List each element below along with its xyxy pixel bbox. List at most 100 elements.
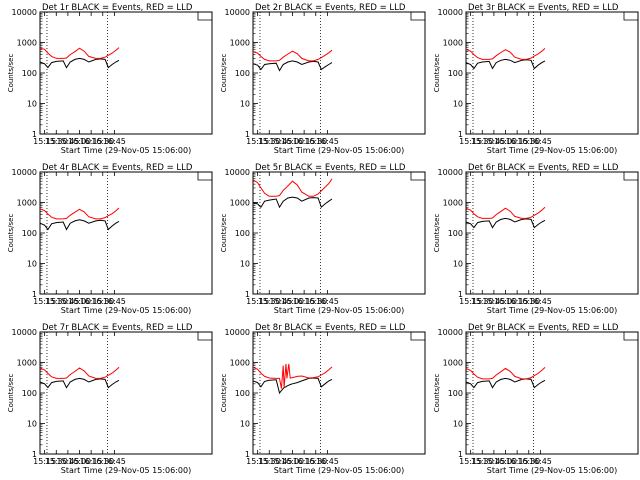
legend-box: [197, 172, 212, 181]
y-tick-label: 10: [240, 260, 250, 269]
y-axis-label: Counts/sec: [220, 374, 228, 413]
y-tick-label: 10: [27, 420, 37, 429]
y-tick-label: 100: [22, 229, 37, 238]
x-tick-label: 15:30: [258, 137, 281, 146]
x-tick-label: 15:15: [246, 297, 269, 306]
x-tick-label: 16:45: [103, 457, 126, 466]
x-axis-label: Start Time (29-Nov-05 15:06:00): [274, 466, 404, 475]
x-tick-label: 16:45: [103, 137, 126, 146]
legend-box: [410, 332, 425, 341]
x-tick-label: 16:30: [517, 297, 540, 306]
plot-frame: [39, 11, 213, 135]
plot-frame: [252, 171, 426, 295]
legend-box: [410, 12, 425, 21]
events-series-line: [252, 377, 333, 395]
legend-box: [197, 12, 212, 21]
events-series-line: [465, 58, 546, 70]
lld-series-line: [39, 207, 120, 220]
y-tick-label: 100: [448, 229, 463, 238]
panel-6: Det 6r BLACK = Events, RED = LLD 1 10 100 10…: [433, 163, 639, 315]
y-axis-label: Counts/sec: [433, 374, 441, 413]
y-axis-label: Counts/sec: [7, 374, 15, 413]
x-tick-label: 16:15: [80, 137, 103, 146]
y-tick-label: 100: [448, 389, 463, 398]
panel-2: Det 2r BLACK = Events, RED = LLD 1 10 100 10…: [220, 3, 426, 155]
panel-1: Det 1r BLACK = Events, RED = LLD 1 10 100 10…: [7, 3, 213, 155]
lld-series-line: [465, 48, 546, 60]
x-tick-label: 15:45: [56, 297, 79, 306]
lld-series-line: [39, 47, 120, 59]
panel-title: Det 5r BLACK = Events, RED = LLD: [255, 163, 406, 173]
x-tick-label: 16:30: [304, 137, 327, 146]
x-axis-label: Start Time (29-Nov-05 15:06:00): [274, 146, 404, 155]
y-tick-label: 10: [27, 100, 37, 109]
x-tick-label: 16:15: [293, 457, 316, 466]
x-axis-label: Start Time (29-Nov-05 15:06:00): [61, 306, 191, 315]
x-tick-label: 16:30: [517, 137, 540, 146]
legend-box: [410, 172, 425, 181]
plot-frame: [39, 171, 213, 295]
y-tick-label: 10: [453, 100, 463, 109]
x-tick-label: 16:30: [91, 457, 114, 466]
y-tick-label: 1: [458, 450, 463, 459]
x-axis-label: Start Time (29-Nov-05 15:06:00): [487, 306, 617, 315]
lld-series-line: [252, 363, 333, 389]
x-tick-label: 15:30: [258, 457, 281, 466]
x-tick-label: 16:30: [517, 457, 540, 466]
x-tick-label: 15:30: [471, 457, 494, 466]
legend-box: [623, 332, 638, 341]
lld-series-line: [252, 49, 333, 62]
events-series-line: [465, 377, 546, 389]
y-tick-label: 1000: [17, 359, 37, 368]
x-tick-label: 15:45: [269, 297, 292, 306]
x-tick-label: 16:45: [529, 137, 552, 146]
y-tick-label: 10000: [225, 328, 250, 337]
y-axis-label: Counts/sec: [7, 54, 15, 93]
events-series-line: [252, 196, 333, 209]
y-tick-label: 10000: [12, 8, 37, 17]
x-tick-label: 16:45: [316, 137, 339, 146]
x-tick-label: 16:15: [506, 137, 529, 146]
events-series-line: [465, 217, 546, 229]
x-tick-label: 15:30: [45, 457, 68, 466]
y-tick-label: 10: [240, 420, 250, 429]
plot-frame: [252, 331, 426, 455]
plot-frame: [465, 11, 639, 135]
x-tick-label: 15:30: [45, 137, 68, 146]
y-tick-label: 1000: [443, 39, 463, 48]
x-tick-label: 15:30: [45, 297, 68, 306]
x-tick-label: 15:30: [471, 137, 494, 146]
lld-series-line: [252, 178, 333, 197]
x-tick-label: 16:00: [68, 457, 91, 466]
panel-title: Det 1r BLACK = Events, RED = LLD: [42, 3, 193, 13]
y-axis-label: Counts/sec: [220, 214, 228, 253]
x-tick-label: 16:45: [529, 297, 552, 306]
panel-title: Det 6r BLACK = Events, RED = LLD: [468, 163, 619, 173]
x-tick-label: 16:15: [80, 457, 103, 466]
x-tick-label: 15:15: [459, 137, 482, 146]
x-tick-label: 16:00: [68, 137, 91, 146]
x-axis-label: Start Time (29-Nov-05 15:06:00): [274, 306, 404, 315]
x-tick-label: 16:00: [494, 137, 517, 146]
x-tick-label: 16:30: [304, 457, 327, 466]
x-tick-label: 16:15: [293, 137, 316, 146]
x-tick-label: 15:30: [258, 297, 281, 306]
y-tick-label: 1: [32, 450, 37, 459]
events-series-line: [39, 219, 120, 231]
panel-title: Det 2r BLACK = Events, RED = LLD: [255, 3, 406, 13]
panel-3: Det 3r BLACK = Events, RED = LLD 1 10 100 10…: [433, 3, 639, 155]
panel-title: Det 8r BLACK = Events, RED = LLD: [255, 323, 406, 333]
y-tick-label: 100: [448, 69, 463, 78]
events-series-line: [39, 377, 120, 389]
panel-9: Det 9r BLACK = Events, RED = LLD 1 10 100 10…: [433, 323, 639, 475]
y-tick-label: 1000: [17, 199, 37, 208]
x-tick-label: 15:15: [459, 457, 482, 466]
y-tick-label: 1: [32, 130, 37, 139]
y-tick-label: 10000: [225, 168, 250, 177]
y-tick-label: 10000: [225, 8, 250, 17]
y-tick-label: 10000: [438, 168, 463, 177]
panel-title: Det 4r BLACK = Events, RED = LLD: [42, 163, 193, 173]
x-tick-label: 16:45: [529, 457, 552, 466]
legend-box: [623, 172, 638, 181]
x-tick-label: 16:00: [68, 297, 91, 306]
